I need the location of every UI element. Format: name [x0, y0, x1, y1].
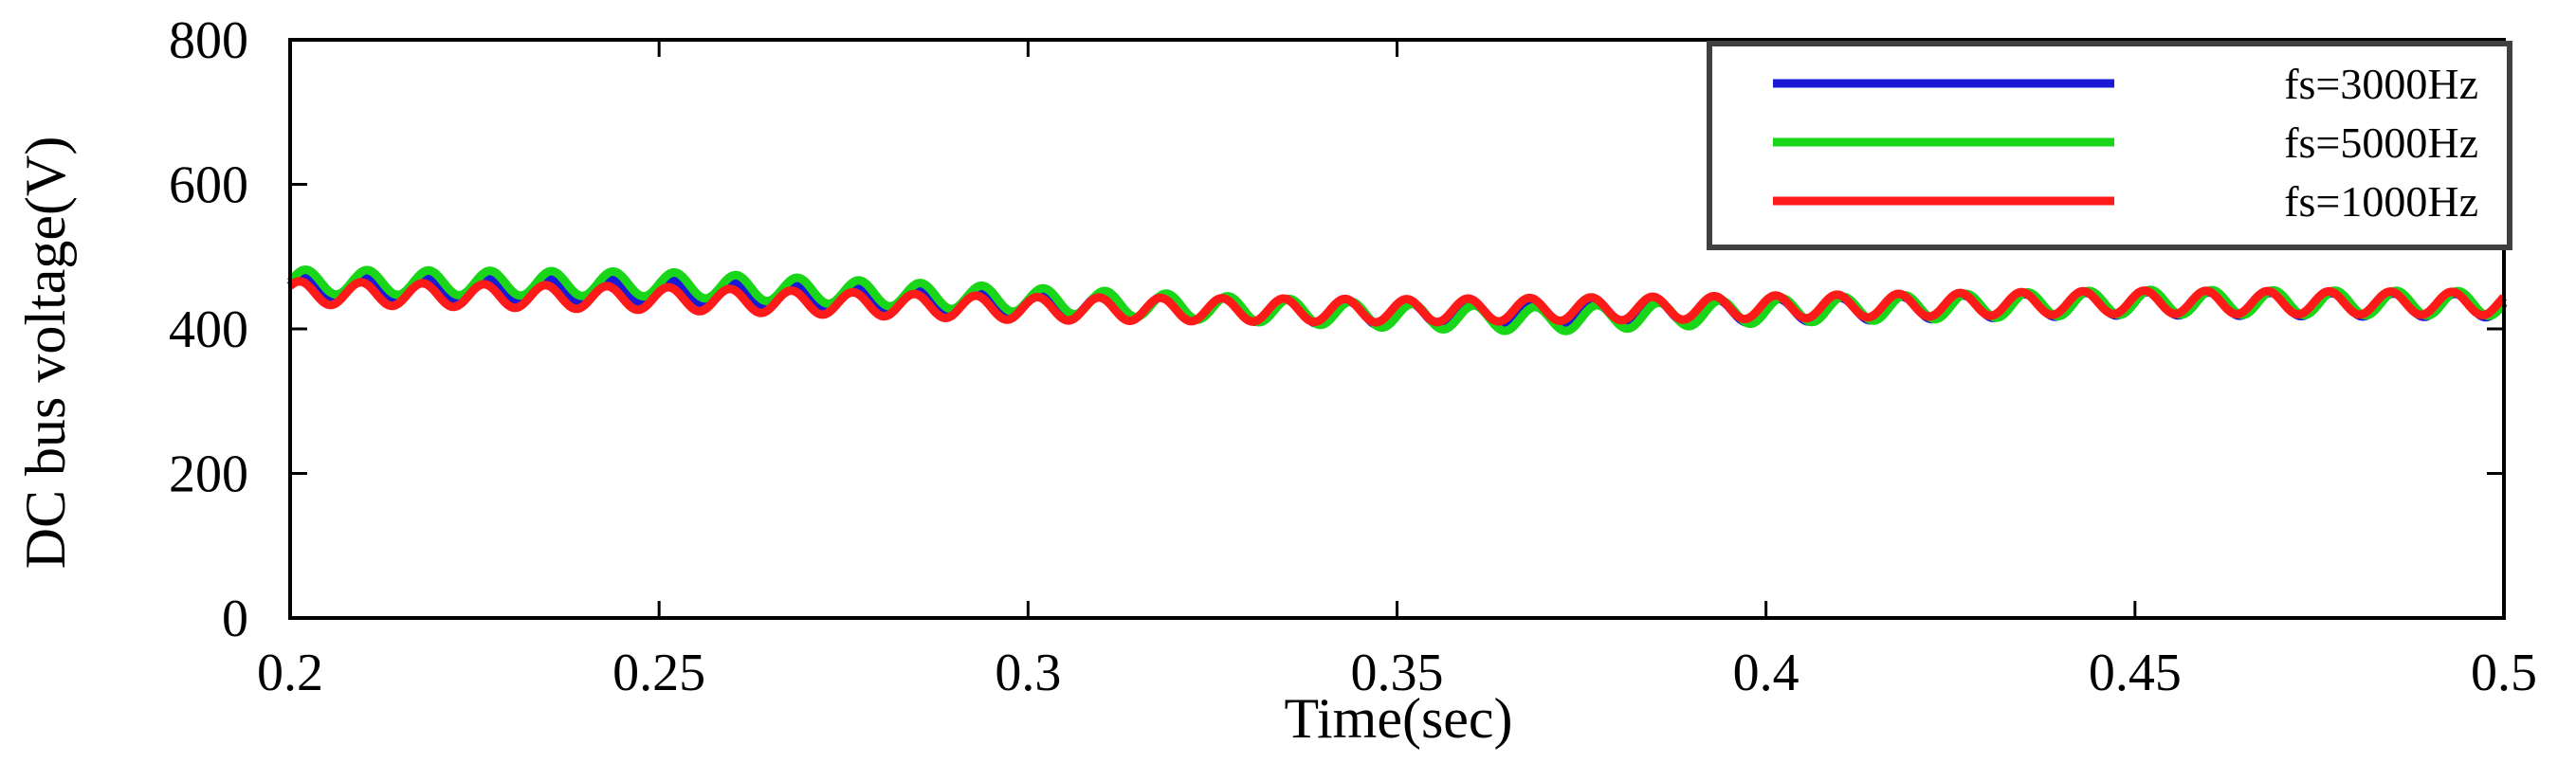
series-line-2	[286, 265, 2508, 336]
y-axis-title: DC bus voltage(V)	[14, 136, 77, 570]
x-tick-label: 0.3	[995, 644, 1061, 702]
y-tick-label: 600	[169, 156, 248, 215]
legend: fs=3000Hz fs=5000Hz fs=1000Hz	[1707, 41, 2512, 250]
series-layer	[286, 265, 2508, 336]
legend-items: fs=3000Hz fs=5000Hz fs=1000Hz	[1773, 60, 2478, 226]
legend-label-1: fs=3000Hz	[2284, 60, 2478, 108]
x-tick-label: 0.2	[257, 644, 323, 702]
y-tick-label: 200	[169, 445, 248, 504]
x-tick-label: 0.45	[2089, 644, 2182, 702]
legend-label-3: fs=1000Hz	[2284, 177, 2478, 226]
x-axis-title: Time(sec)	[1284, 687, 1512, 750]
tick-layer: 0.2 0.25 0.3 0.35 0.4 0.45 0.5 0 200 400 600 800	[169, 11, 2537, 702]
x-tick-label: 0.25	[612, 644, 705, 702]
y-tick-label: 0	[222, 590, 248, 648]
x-tick-label: 0.35	[1351, 644, 1444, 702]
legend-label-2: fs=5000Hz	[2284, 118, 2478, 167]
series-line-3	[286, 277, 2508, 327]
y-tick-label: 800	[169, 11, 248, 70]
x-tick-label: 0.5	[2471, 644, 2537, 702]
x-tick-label: 0.4	[1733, 644, 1800, 702]
y-tick-label: 400	[169, 300, 248, 359]
